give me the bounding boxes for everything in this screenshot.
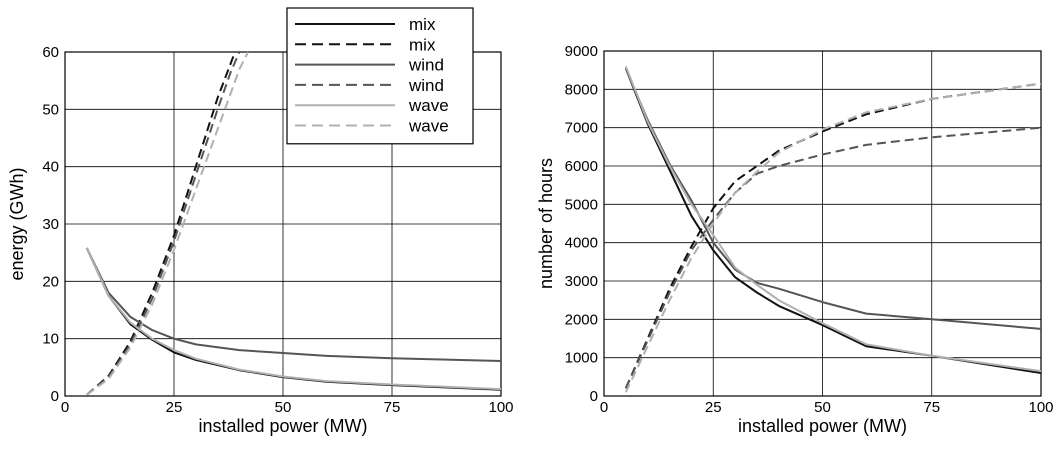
legend-label: wind (408, 56, 444, 75)
hours-chart: 0 25 50 75 100 0 1000 2000 3000 4000 5000 6000 7000 8… (529, 0, 1058, 446)
x-tick-label: 100 (488, 399, 513, 416)
energy-chart: 0 25 50 75 100 0 10 20 30 40 50 60 installed power (… (0, 0, 529, 446)
y-tick-label: 3000 (565, 273, 598, 290)
y-tick-label: 20 (42, 273, 59, 290)
x-tick-label: 50 (814, 399, 831, 416)
series-line-wave-dashed (86, 52, 249, 396)
y-tick-label: 0 (51, 388, 59, 405)
series-line-wind-solid (85, 247, 501, 362)
hours-chart-svg: 0 25 50 75 100010002000300040005000600070008… (536, 43, 1054, 436)
y-tick-label: 40 (42, 159, 59, 176)
series-line-wind-dashed (86, 52, 241, 396)
x-tick-label: 50 (275, 399, 292, 416)
x-axis-label: installed power (MW) (198, 416, 367, 436)
legend-label: wind (408, 76, 444, 95)
y-axis-label: energy (GWh) (7, 167, 27, 280)
series-line-wave-solid (85, 247, 501, 391)
y-tick-label: 5000 (565, 196, 598, 213)
y-tick-label: 50 (42, 101, 59, 118)
y-tick-label: 2000 (565, 311, 598, 328)
y-tick-label: 60 (42, 44, 59, 61)
legend-label: mix (409, 15, 436, 34)
y-tick-label: 1000 (565, 350, 598, 367)
y-tick-label: 8000 (565, 81, 598, 98)
x-tick-label: 75 (923, 399, 940, 416)
series-line-mix-solid (624, 67, 1041, 374)
y-tick-label: 7000 (565, 120, 598, 137)
energy-chart-svg: 0 25 50 75 100 0 10 20 30 40 50 60 installed power (… (7, 7, 514, 436)
y-tick-label: 9000 (565, 43, 598, 60)
y-axis-label: number of hours (536, 158, 556, 289)
legend-label: wave (408, 96, 449, 115)
series-line-wave-dashed (624, 82, 1041, 393)
y-tick-label: 4000 (565, 235, 598, 252)
legend-box (286, 7, 474, 145)
x-tick-label: 0 (61, 399, 69, 416)
y-tick-label: 6000 (565, 158, 598, 175)
x-tick-label: 100 (1028, 399, 1053, 416)
x-tick-label: 25 (166, 399, 183, 416)
x-axis-label: installed power (MW) (738, 416, 907, 436)
y-tick-label: 30 (42, 216, 59, 233)
legend-label: mix (409, 35, 436, 54)
y-tick-label: 10 (42, 331, 59, 348)
series-line-wave-solid (624, 65, 1041, 373)
x-tick-label: 0 (600, 399, 608, 416)
x-tick-label: 75 (384, 399, 401, 416)
legend-label: wave (408, 117, 449, 136)
y-tick-label: 0 (590, 388, 598, 405)
x-tick-label: 25 (705, 399, 722, 416)
series-line-mix-dashed (624, 82, 1041, 389)
